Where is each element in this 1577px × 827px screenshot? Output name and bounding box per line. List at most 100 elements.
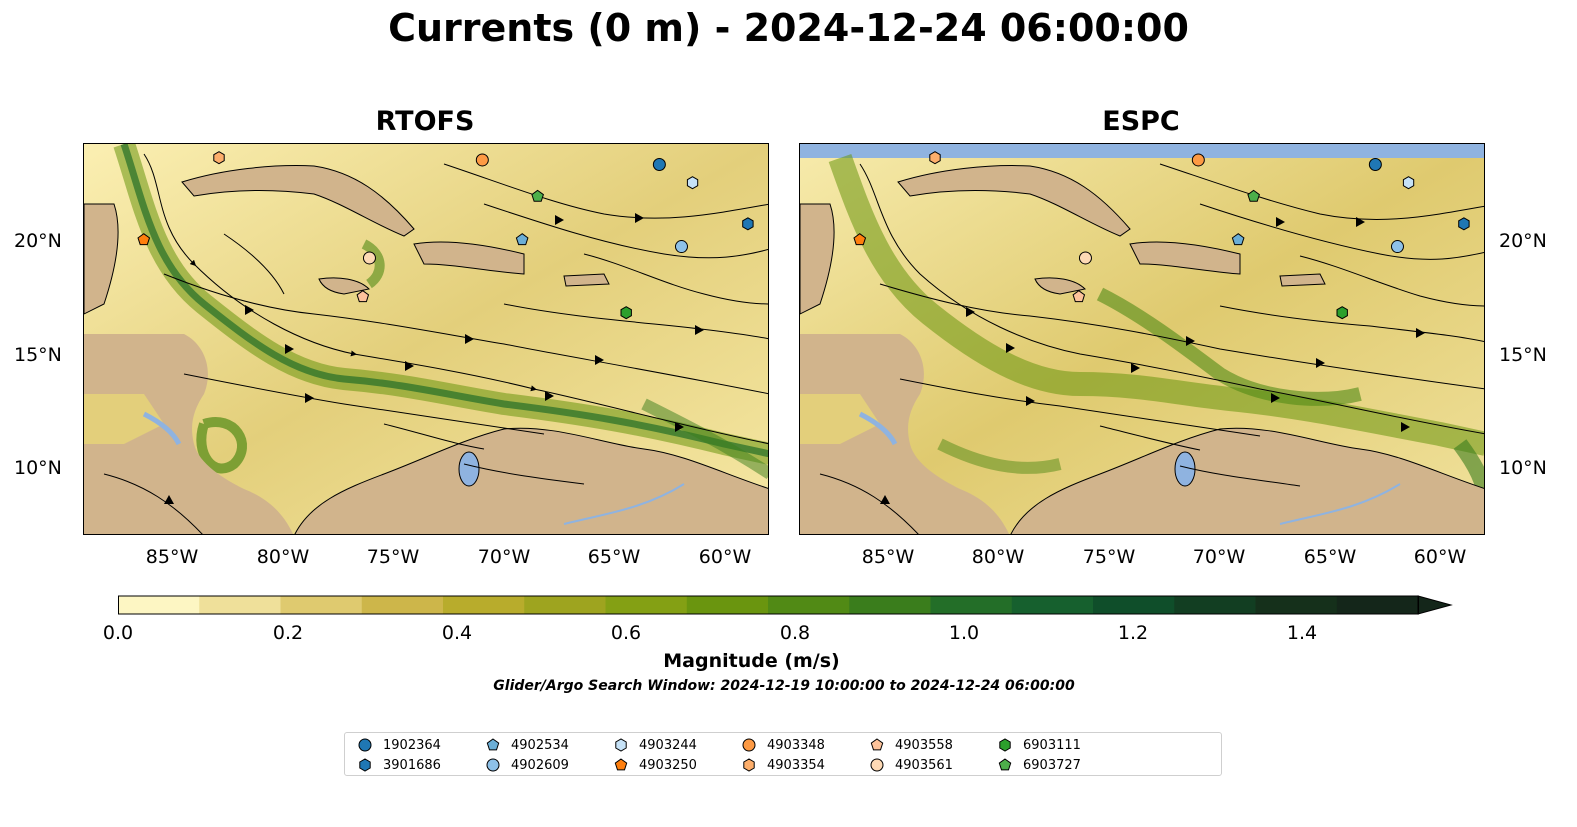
- lat-tick-20-left: 20°N: [14, 230, 62, 252]
- colorbar: [118, 595, 1453, 619]
- panel-title-rtofs: RTOFS: [375, 106, 475, 137]
- legend-label: 1902364: [383, 737, 441, 753]
- figure-title: Currents (0 m) - 2024-12-24 06:00:00: [388, 6, 1189, 50]
- lon-tick-rtofs-70: 70°W: [477, 546, 531, 568]
- lon-tick-rtofs-85: 85°W: [145, 546, 199, 568]
- legend-item-6903727: 6903727: [997, 756, 1081, 774]
- colorbar-segment: [1011, 596, 1094, 614]
- lon-tick-rtofs-80: 80°W: [256, 546, 310, 568]
- float-marker-6903111: [620, 306, 632, 320]
- float-marker-4903244: [686, 176, 699, 190]
- legend-label: 4902534: [511, 737, 569, 753]
- lon-tick-rtofs-60: 60°W: [698, 546, 752, 568]
- float-marker-6903727: [531, 189, 544, 202]
- legend-label: 4903354: [767, 757, 825, 773]
- lat-tick-10-left: 10°N: [14, 457, 62, 479]
- hexagon-icon: [743, 758, 755, 772]
- legend-label: 4903244: [639, 737, 697, 753]
- pentagon-icon: [614, 758, 628, 771]
- colorbar-extend-arrow: [1417, 595, 1453, 615]
- float-marker-6903111: [1336, 306, 1348, 320]
- colorbar-segment: [118, 596, 200, 614]
- colorbar-tick-7: 1.4: [1286, 622, 1318, 644]
- legend-label: 6903111: [1023, 737, 1081, 753]
- pentagon-icon: [486, 738, 500, 751]
- legend-item-3901686: 3901686: [357, 756, 441, 774]
- legend-item-4903244: 4903244: [613, 736, 697, 754]
- lon-tick-espc-85: 85°W: [861, 546, 915, 568]
- circle-icon: [742, 738, 756, 752]
- lat-tick-20-right: 20°N: [1499, 230, 1547, 252]
- legend-item-4902534: 4902534: [485, 736, 569, 754]
- pentagon-icon: [870, 738, 884, 751]
- lon-tick-rtofs-65: 65°W: [587, 546, 641, 568]
- float-marker-4903244: [1402, 176, 1415, 190]
- colorbar-segment: [686, 596, 769, 614]
- float-marker-4903561: [1078, 251, 1092, 265]
- float-marker-6903727: [1247, 189, 1260, 202]
- legend-label: 4902609: [511, 757, 569, 773]
- pentagon-icon: [998, 758, 1012, 771]
- float-marker-4903558: [1072, 290, 1086, 303]
- colorbar-tick-4: 0.8: [779, 622, 811, 644]
- legend-item-4903348: 4903348: [741, 736, 825, 754]
- map-rtofs[interactable]: [83, 143, 769, 535]
- float-marker-4903354: [213, 151, 225, 165]
- legend-item-1902364: 1902364: [357, 736, 441, 754]
- legend-label: 4903348: [767, 737, 825, 753]
- float-marker-1902364: [1368, 158, 1382, 172]
- colorbar-tick-3: 0.6: [610, 622, 642, 644]
- legend-item-4903558: 4903558: [869, 736, 953, 754]
- float-marker-3901686: [1458, 217, 1470, 231]
- float-markers-rtofs: [137, 151, 754, 320]
- colorbar-segment: [443, 596, 525, 614]
- circle-icon: [486, 758, 500, 772]
- colorbar-segment: [280, 596, 363, 614]
- colorbar-segment: [605, 596, 688, 614]
- float-marker-4903558: [356, 290, 370, 303]
- colorbar-segment: [849, 596, 932, 614]
- legend-item-4903354: 4903354: [741, 756, 825, 774]
- colorbar-segment: [1336, 596, 1419, 614]
- legend-item-4903250: 4903250: [613, 756, 697, 774]
- colorbar-segment: [1093, 596, 1175, 614]
- legend-item-4902609: 4902609: [485, 756, 569, 774]
- float-marker-4902534: [515, 233, 529, 246]
- hexagon-icon: [359, 758, 371, 772]
- colorbar-tick-1: 0.2: [272, 622, 304, 644]
- lat-tick-15-right: 15°N: [1499, 344, 1547, 366]
- legend-label: 3901686: [383, 757, 441, 773]
- colorbar-tick-6: 1.2: [1117, 622, 1149, 644]
- colorbar-segment: [768, 596, 850, 614]
- float-marker-4902609: [674, 240, 688, 254]
- float-legend: 1902364 3901686 4902534 4902609 4903244 49032…: [344, 732, 1222, 776]
- legend-label: 4903250: [639, 757, 697, 773]
- colorbar-segment: [930, 596, 1013, 614]
- float-marker-4903250: [137, 233, 151, 246]
- hexagon-icon: [999, 738, 1011, 752]
- lat-tick-15-left: 15°N: [14, 344, 62, 366]
- lat-tick-10-right: 10°N: [1499, 457, 1547, 479]
- colorbar-tick-0: 0.0: [102, 622, 134, 644]
- map-espc[interactable]: [799, 143, 1485, 535]
- legend-item-6903111: 6903111: [997, 736, 1081, 754]
- colorbar-segment: [1174, 596, 1257, 614]
- float-marker-4903354: [929, 151, 941, 165]
- lon-tick-rtofs-75: 75°W: [366, 546, 420, 568]
- colorbar-title: Magnitude (m/s): [663, 650, 840, 672]
- colorbar-tick-2: 0.4: [441, 622, 473, 644]
- colorbar-segment: [524, 596, 607, 614]
- lon-tick-espc-65: 65°W: [1303, 546, 1357, 568]
- colorbar-segment: [199, 596, 282, 614]
- legend-item-4903561: 4903561: [869, 756, 953, 774]
- float-marker-4903561: [362, 251, 376, 265]
- float-marker-3901686: [742, 217, 754, 231]
- circle-icon: [358, 738, 372, 752]
- float-marker-4903250: [853, 233, 867, 246]
- legend-label: 6903727: [1023, 757, 1081, 773]
- lon-tick-espc-80: 80°W: [971, 546, 1025, 568]
- colorbar-tick-5: 1.0: [948, 622, 980, 644]
- float-marker-4902534: [1231, 233, 1245, 246]
- lon-tick-espc-60: 60°W: [1413, 546, 1467, 568]
- float-marker-1902364: [652, 158, 666, 172]
